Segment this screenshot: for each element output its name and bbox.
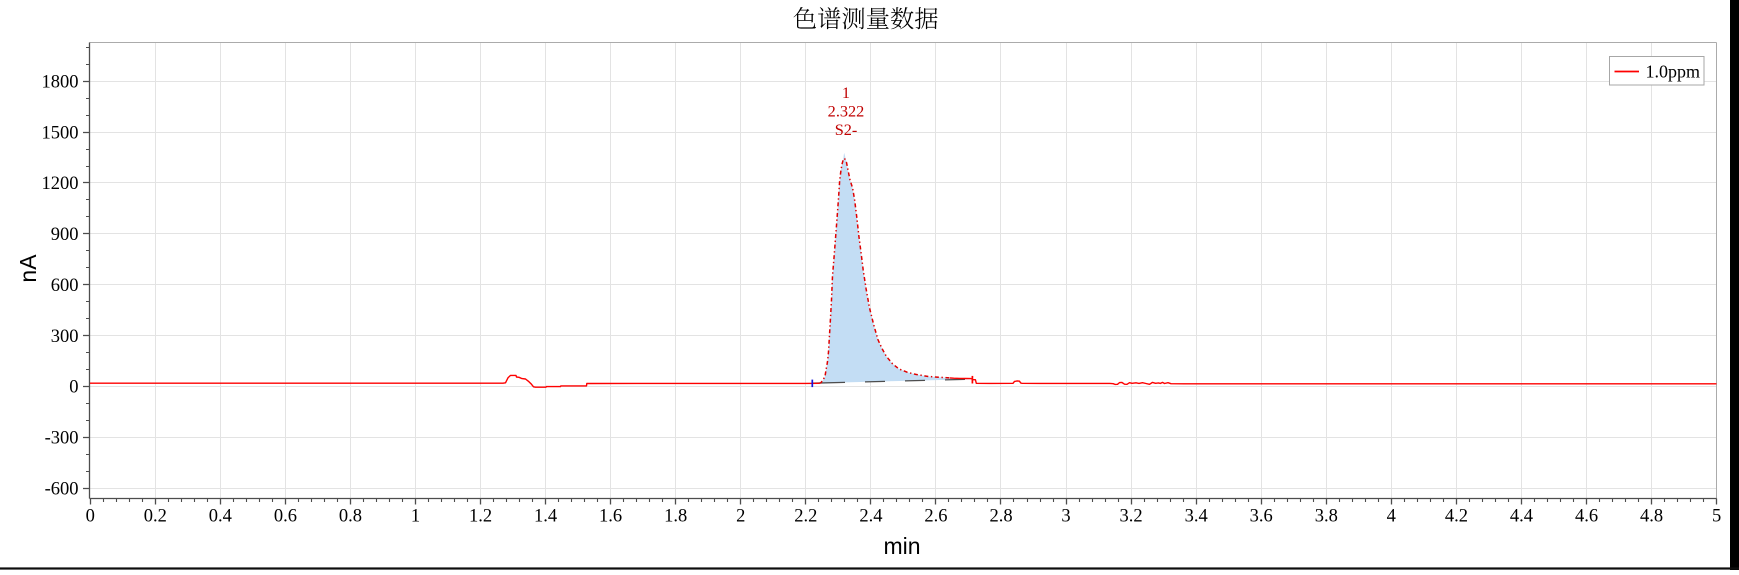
svg-text:S2-: S2- — [835, 120, 858, 139]
svg-text:0.8: 0.8 — [339, 507, 362, 527]
svg-text:1.2: 1.2 — [469, 507, 492, 527]
svg-text:3.2: 3.2 — [1120, 507, 1143, 527]
svg-text:4.6: 4.6 — [1575, 507, 1598, 527]
svg-text:0.4: 0.4 — [209, 507, 232, 527]
svg-text:1800: 1800 — [42, 72, 79, 92]
svg-text:1.0ppm: 1.0ppm — [1646, 62, 1701, 82]
svg-text:0: 0 — [86, 507, 95, 527]
svg-text:min: min — [883, 533, 920, 559]
svg-text:4.2: 4.2 — [1445, 507, 1468, 527]
svg-text:2.6: 2.6 — [924, 507, 947, 527]
svg-text:3: 3 — [1061, 507, 1070, 527]
svg-text:2.8: 2.8 — [989, 507, 1012, 527]
svg-text:600: 600 — [51, 276, 79, 296]
svg-text:1200: 1200 — [42, 174, 79, 194]
svg-text:2.322: 2.322 — [828, 102, 865, 121]
svg-text:1.8: 1.8 — [664, 507, 687, 527]
svg-text:1.4: 1.4 — [534, 507, 557, 527]
svg-text:4.8: 4.8 — [1640, 507, 1663, 527]
svg-text:3.6: 3.6 — [1250, 507, 1273, 527]
svg-text:3.4: 3.4 — [1185, 507, 1208, 527]
svg-text:300: 300 — [51, 327, 79, 347]
svg-text:2: 2 — [736, 507, 745, 527]
svg-text:0.2: 0.2 — [144, 507, 167, 527]
svg-text:-600: -600 — [45, 480, 79, 500]
svg-text:2.4: 2.4 — [859, 507, 882, 527]
svg-text:0.6: 0.6 — [274, 507, 297, 527]
svg-text:2.2: 2.2 — [794, 507, 817, 527]
svg-text:3.8: 3.8 — [1315, 507, 1338, 527]
svg-text:0: 0 — [69, 378, 78, 398]
svg-text:900: 900 — [51, 225, 79, 245]
svg-text:4: 4 — [1387, 507, 1396, 527]
svg-text:nA: nA — [15, 254, 41, 283]
svg-text:1: 1 — [411, 507, 420, 527]
svg-text:4.4: 4.4 — [1510, 507, 1533, 527]
svg-text:1.6: 1.6 — [599, 507, 622, 527]
svg-text:-300: -300 — [45, 429, 79, 449]
svg-text:1500: 1500 — [42, 123, 79, 143]
svg-text:5: 5 — [1712, 507, 1721, 527]
svg-text:1: 1 — [842, 83, 850, 102]
